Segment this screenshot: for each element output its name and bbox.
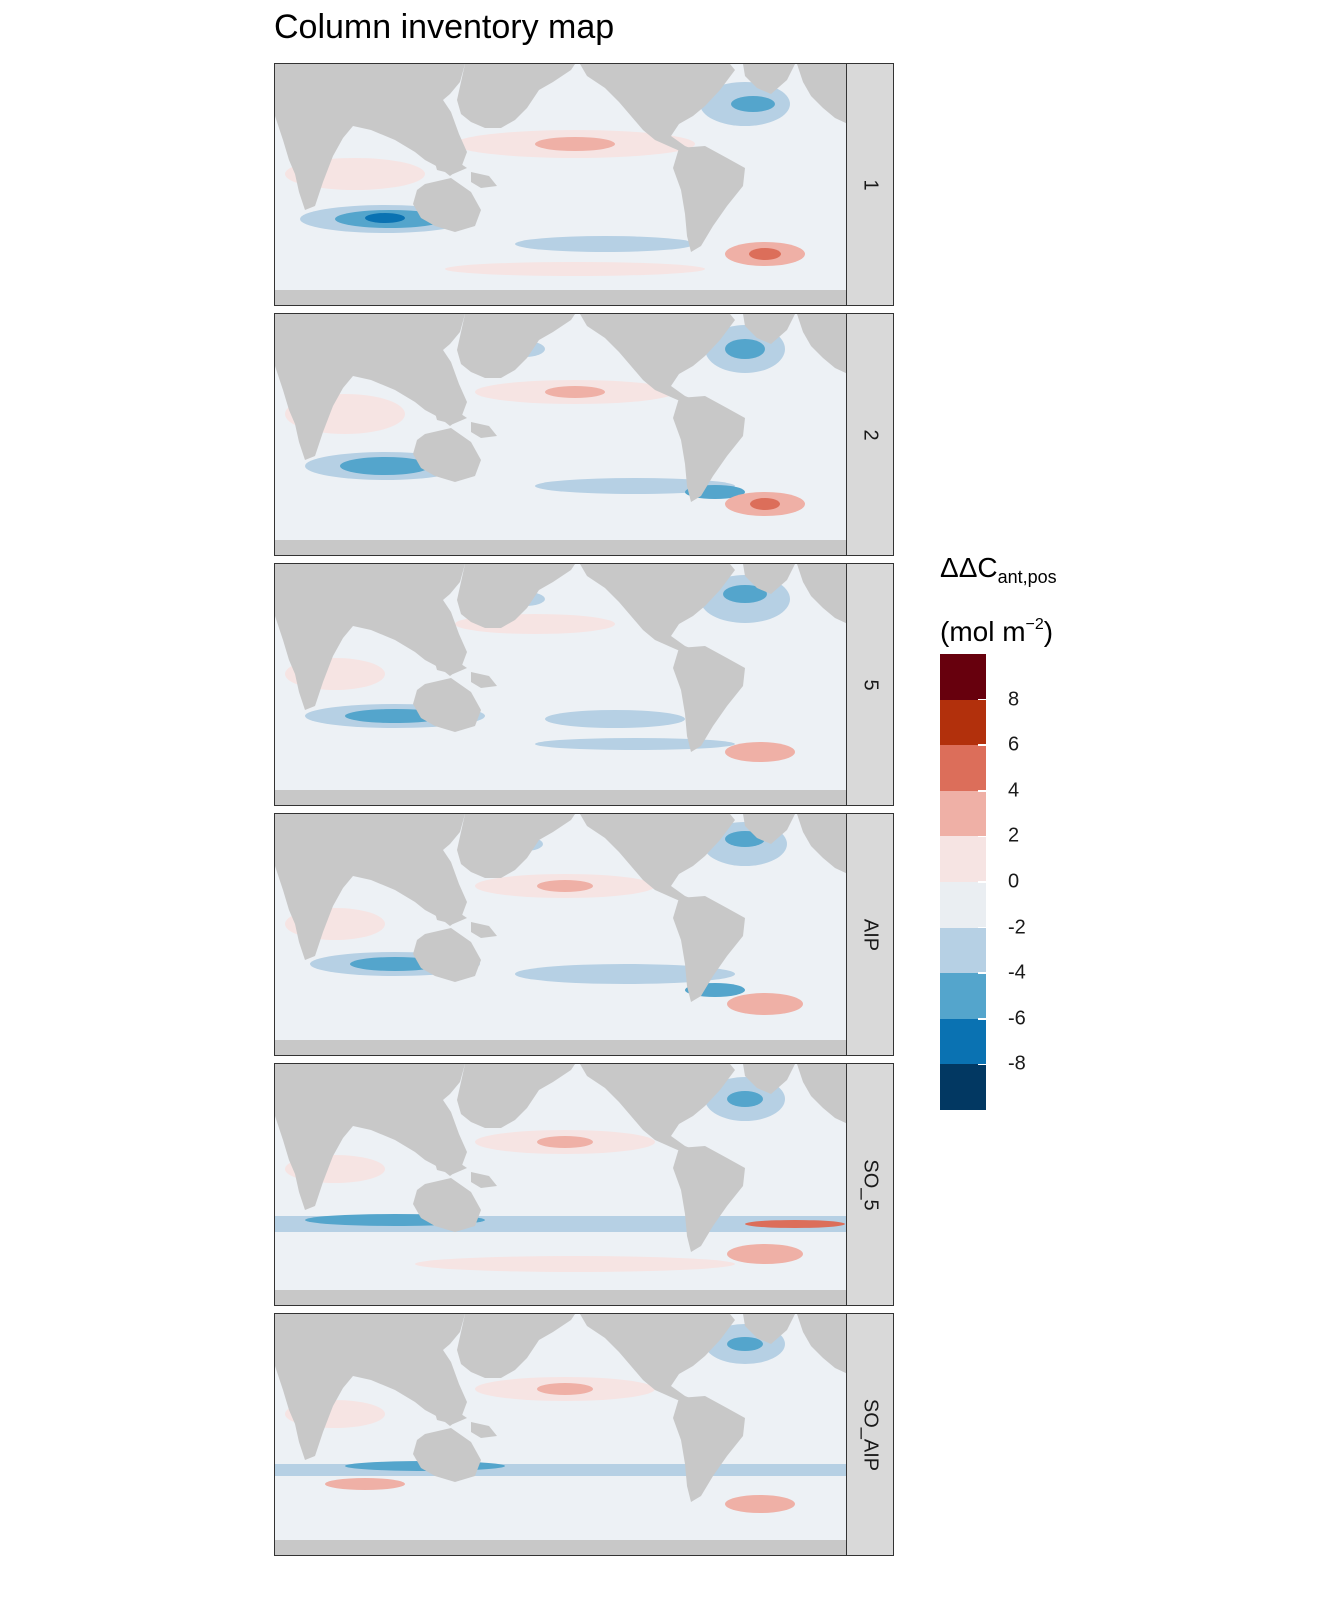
- legend-title: ΔΔCant,pos: [940, 548, 1057, 597]
- map-plot-area: [274, 563, 847, 806]
- colorbar-swatch: [940, 745, 986, 791]
- colorbar-legend: ΔΔCant,pos (mol m−2) 8 6 4 2 0 -2 -4 -6 -8: [940, 548, 1057, 1110]
- legend-unit-suffix: ): [1043, 616, 1054, 647]
- colorbar-tick-label: 4: [1008, 779, 1020, 802]
- colorbar-tick-mark: [978, 972, 986, 974]
- legend-unit: (mol m−2): [940, 605, 1057, 652]
- colorbar-swatch: [940, 790, 986, 837]
- facet-label: 5: [859, 678, 882, 691]
- colorbar-tick-label: 6: [1008, 733, 1020, 756]
- colorbar-tick-label: -2: [1008, 916, 1026, 939]
- facet-strip: 1: [847, 63, 894, 306]
- colorbar-tick-mark: [978, 926, 986, 929]
- colorbar-tick-label: 8: [1008, 688, 1020, 711]
- colorbar-swatch: [940, 881, 986, 928]
- colorbar-tick-mark: [978, 881, 986, 883]
- ocean-field: [275, 64, 846, 305]
- plot-title: Column inventory map: [274, 8, 615, 46]
- ocean-field: [275, 1064, 846, 1305]
- colorbar-tick-label: -4: [1008, 961, 1026, 984]
- colorbar-tick-mark: [978, 744, 986, 746]
- colorbar-tick-mark: [978, 835, 986, 838]
- facet-label: 1: [859, 178, 882, 191]
- facet-label: SO_5: [859, 1158, 882, 1211]
- facet-strip: SO_AIP: [847, 1313, 894, 1556]
- colorbar-swatch: [940, 973, 986, 1019]
- colorbar-tick-mark: [978, 1018, 986, 1020]
- map-panel-so-5: SO_5: [274, 1063, 894, 1306]
- colorbar-swatch: [940, 927, 986, 974]
- facet-label: SO_AIP: [859, 1398, 882, 1471]
- ocean-field: [275, 564, 846, 805]
- map-panel-aip: AIP: [274, 813, 894, 1056]
- colorbar-tick-mark: [978, 1063, 986, 1066]
- map-plot-area: [274, 1313, 847, 1556]
- colorbar-swatch: [940, 1018, 986, 1065]
- colorbar-tick-label: -8: [1008, 1052, 1026, 1075]
- colorbar-tick-mark: [978, 790, 986, 792]
- map-plot-area: [274, 813, 847, 1056]
- colorbar-tick-label: 2: [1008, 824, 1020, 847]
- ocean-field: [275, 814, 846, 1055]
- colorbar-tick-label: -6: [1008, 1007, 1026, 1030]
- facet-strip: 5: [847, 563, 894, 806]
- map-panel-so-aip: SO_AIP: [274, 1313, 894, 1556]
- legend-title-main: ΔΔC: [940, 552, 998, 583]
- facet-strip: SO_5: [847, 1063, 894, 1306]
- legend-unit-sup: −2: [1025, 616, 1044, 633]
- legend-title-sub: ant,pos: [997, 567, 1057, 587]
- colorbar-swatch: [940, 654, 986, 700]
- facet-label: AIP: [859, 918, 882, 951]
- map-panel-5: 5: [274, 563, 894, 806]
- colorbar-tick-label: 0: [1008, 870, 1020, 893]
- map-panel-1: 1: [274, 63, 894, 306]
- colorbar-swatch: [940, 699, 986, 746]
- map-plot-area: [274, 1063, 847, 1306]
- colorbar: 8 6 4 2 0 -2 -4 -6 -8: [940, 654, 1026, 1110]
- legend-unit-prefix: (mol m: [940, 616, 1026, 647]
- map-plot-area: [274, 313, 847, 556]
- ocean-field: [275, 1314, 846, 1555]
- map-panel-2: 2: [274, 313, 894, 556]
- colorbar-swatch: [940, 836, 986, 882]
- facet-strip: 2: [847, 313, 894, 556]
- map-plot-area: [274, 63, 847, 306]
- ocean-field: [275, 314, 846, 555]
- colorbar-swatch: [940, 1064, 986, 1110]
- facet-label: 2: [859, 428, 882, 441]
- facet-strip: AIP: [847, 813, 894, 1056]
- colorbar-tick-mark: [978, 698, 986, 701]
